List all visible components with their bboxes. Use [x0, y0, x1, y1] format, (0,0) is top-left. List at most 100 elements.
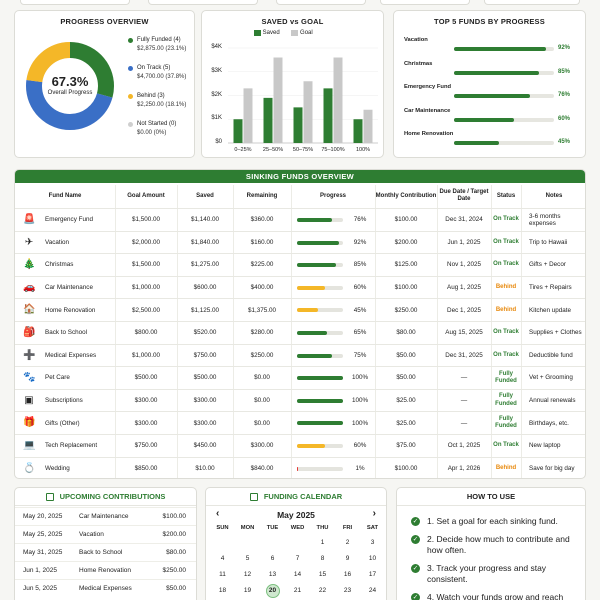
calendar-day[interactable]: 6	[270, 555, 275, 562]
calendar-day[interactable]: 7	[295, 555, 300, 562]
cell-saved: $300.00	[193, 419, 217, 427]
table-row[interactable]: 🎄 Christmas $1,500.00 $1,275.00 $225.00 $125.…	[15, 253, 585, 276]
legend-label: On Track (5)	[137, 65, 171, 71]
bar-goal-2	[303, 81, 313, 143]
cell-due: Apr 1, 2026	[447, 464, 481, 472]
cell-remaining: $225.00	[250, 261, 274, 269]
y-tick-label: $1K	[211, 115, 222, 122]
contribution-amount: $250.00	[162, 567, 187, 574]
calendar-day[interactable]: 14	[293, 571, 302, 578]
calendar-day[interactable]: 4	[220, 555, 225, 562]
cell-saved: $300.00	[193, 397, 217, 405]
calendar-day[interactable]: 15	[318, 571, 327, 578]
calendar-day[interactable]: 20	[268, 587, 277, 594]
donut-slice-2	[26, 42, 114, 130]
calendar-day[interactable]: 10	[368, 555, 377, 562]
calendar-day[interactable]: 19	[243, 587, 252, 594]
cell-name: Home Renovation	[45, 306, 96, 314]
cell-remaining: $250.00	[250, 351, 274, 359]
card-title: FUNDING CALENDAR	[263, 492, 343, 501]
cell-goal: $800.00	[134, 329, 158, 337]
progress-bar-fill	[297, 421, 343, 426]
column-divider	[177, 185, 178, 478]
cell-name: Subscriptions	[45, 397, 83, 405]
cell-status: On Track	[493, 442, 519, 449]
next-month-button[interactable]: ›	[372, 508, 376, 519]
bar-saved-3	[323, 88, 333, 143]
legend-amount: $4,700.00 (37.8%)	[137, 74, 187, 80]
calendar-day[interactable]: 21	[293, 587, 302, 594]
cell-status: Fully Funded	[495, 415, 517, 430]
cell-goal: $1,000.00	[131, 351, 160, 359]
progress-percent: 85%	[353, 261, 367, 269]
cell-goal: $850.00	[134, 464, 158, 472]
column-header: Goal Amount	[127, 192, 165, 199]
calendar-day[interactable]: 18	[218, 587, 227, 594]
progress-bar	[297, 331, 343, 335]
calendar-day[interactable]: 1	[320, 539, 325, 546]
emergency-icon: 🚨	[23, 214, 36, 225]
table-row[interactable]: ✈ Vacation $2,000.00 $1,840.00 $160.00 $200.0…	[15, 230, 585, 254]
calendar-day[interactable]: 24	[368, 587, 377, 594]
weekday-label: SAT	[366, 525, 379, 531]
weekday-label: WED	[290, 525, 305, 531]
step-text: 4. Watch your funds grow and reach	[427, 592, 564, 600]
airplane-icon: ✈	[24, 236, 34, 248]
top-fund-bar-fill	[454, 141, 499, 145]
table-row[interactable]: 🏠 Home Renovation $2,500.00 $1,125.00 $1,375…	[15, 298, 585, 321]
table-row[interactable]: ➕ Medical Expenses $1,000.00 $750.00 $250.00…	[15, 343, 585, 367]
progress-bar-fill	[297, 240, 340, 245]
contribution-row[interactable]: Jun 1, 2025 Home Renovation $250.00	[15, 561, 196, 579]
calendar-day[interactable]: 17	[368, 571, 377, 578]
calendar-day[interactable]: 22	[318, 587, 327, 594]
contribution-row[interactable]: May 20, 2025 Car Maintenance $100.00	[15, 507, 196, 525]
calendar-day[interactable]: 11	[219, 571, 226, 578]
cell-notes: Save for big day	[529, 464, 575, 472]
calendar-day[interactable]: 9	[345, 555, 350, 562]
weekday-label: MON	[240, 525, 255, 531]
calendar-day[interactable]: 13	[268, 571, 277, 578]
table-row[interactable]: 🚨 Emergency Fund $1,500.00 $1,140.00 $360.00…	[15, 208, 585, 231]
cell-monthly: $50.00	[396, 374, 416, 382]
cell-goal: $500.00	[134, 374, 158, 382]
progress-bar	[297, 376, 343, 381]
contribution-fund: Home Renovation	[79, 567, 132, 574]
table-row[interactable]: 🎒 Back to School $800.00 $520.00 $280.00 $80.…	[15, 321, 585, 344]
calendar-day[interactable]: 12	[243, 571, 252, 578]
table-row[interactable]: 🐾 Pet Care $500.00 $500.00 $0.00 $50.00 — Fully…	[15, 366, 585, 389]
column-header: Fund Name	[48, 192, 82, 199]
calendar-day[interactable]: 16	[343, 571, 352, 578]
column-header: Progress	[319, 192, 346, 199]
calendar-day[interactable]: 3	[370, 539, 375, 546]
x-tick-label: 75–100%	[321, 147, 345, 153]
column-divider	[291, 185, 292, 478]
cell-notes: New laptop	[529, 442, 561, 450]
paw-icon: 🐾	[23, 372, 36, 384]
table-row[interactable]: 💻 Tech Replacement $750.00 $450.00 $300.00 $7…	[15, 434, 585, 457]
contribution-row[interactable]: May 31, 2025 Back to School $80.00	[15, 543, 196, 561]
step-text: 2. Decide how much to contribute and how…	[427, 534, 570, 555]
prev-month-button[interactable]: ‹	[216, 508, 220, 519]
table-row[interactable]: 🎁 Gifts (Other) $300.00 $300.00 $0.00 $25.00 —…	[15, 411, 585, 434]
top-fund-bar-fill	[454, 70, 539, 75]
bar-saved-0	[233, 119, 243, 143]
how-to-use-card: HOW TO USE ✓ 1. Set a goal for each sinki…	[396, 487, 586, 600]
progress-bar-fill	[297, 444, 325, 448]
contribution-row[interactable]: Jun 5, 2025 Medical Expenses $50.00	[15, 579, 196, 597]
table-row[interactable]: 🚗 Car Maintenance $1,000.00 $600.00 $400.00 $…	[15, 275, 585, 299]
calendar-day[interactable]: 8	[320, 555, 325, 562]
calendar-day[interactable]: 2	[345, 539, 350, 546]
calendar-icon	[45, 492, 54, 501]
contribution-fund: Medical Expenses	[79, 585, 132, 592]
top-fund-label: Vacation	[404, 37, 428, 43]
progress-bar-fill	[297, 218, 332, 222]
table-row[interactable]: 💍 Wedding $850.00 $10.00 $840.00 $100.00 Apr 1…	[15, 456, 585, 480]
top-fund-percent: 45%	[558, 139, 571, 145]
progress-bar	[297, 421, 343, 426]
check-icon: ✓	[411, 593, 420, 600]
table-row[interactable]: ▣ Subscriptions $300.00 $300.00 $0.00 $25.00 —…	[15, 388, 585, 412]
calendar-day[interactable]: 5	[245, 555, 250, 562]
contribution-row[interactable]: May 25, 2025 Vacation $200.00	[15, 525, 196, 543]
calendar-day[interactable]: 23	[343, 587, 352, 594]
cell-goal: $2,500.00	[131, 306, 160, 314]
